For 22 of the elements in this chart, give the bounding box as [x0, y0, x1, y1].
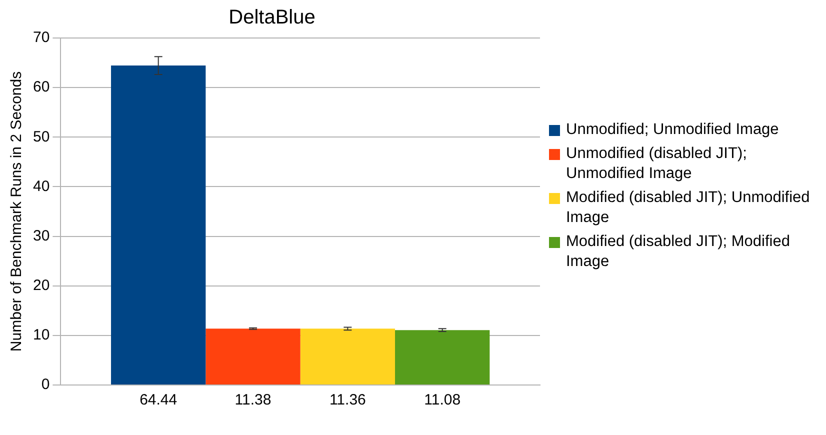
y-tick-label: 60	[32, 78, 50, 96]
data-label: 64.44	[140, 392, 178, 409]
y-tick-label: 70	[32, 29, 50, 46]
y-tick-label: 10	[32, 326, 50, 344]
y-tick-label: 30	[32, 227, 50, 244]
y-tick-label: 50	[32, 128, 50, 146]
legend-label: Unmodified; Unmodified Image	[566, 120, 779, 140]
chart-title: DeltaBlue	[228, 6, 316, 29]
bar	[300, 328, 396, 384]
y-tick-label: 0	[41, 376, 50, 394]
bar	[395, 330, 490, 384]
data-label: 11.38	[234, 392, 272, 409]
data-label: 11.36	[329, 392, 366, 409]
legend-label: Modified (disabled JIT); Modified Image	[566, 232, 791, 272]
data-label: 11.08	[424, 392, 461, 409]
bar	[111, 66, 206, 384]
bar	[206, 328, 300, 384]
y-tick-label: 40	[32, 178, 50, 195]
legend-label: Unmodified (disabled JIT); Unmodified Image	[566, 144, 748, 184]
y-tick-label: 20	[32, 277, 50, 294]
legend-label: Modified (disabled JIT); Unmodified Image	[566, 188, 811, 228]
y-axis-title: Number of Benchmark Runs in 2 Seconds	[8, 71, 26, 352]
